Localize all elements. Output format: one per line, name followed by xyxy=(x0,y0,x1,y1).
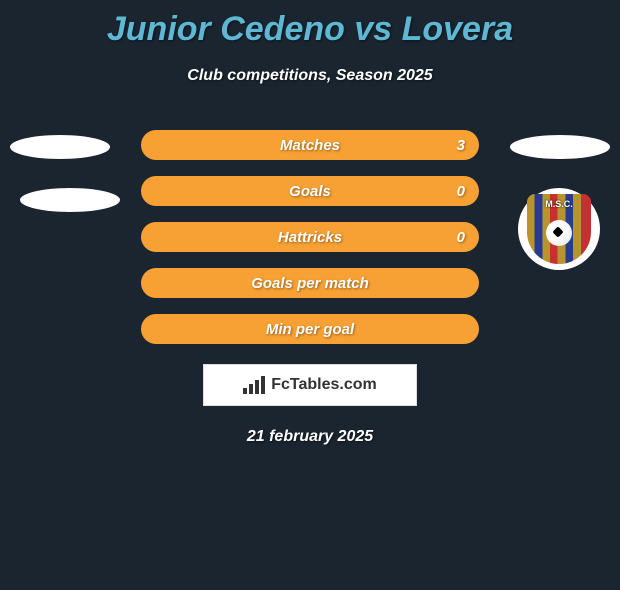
stat-row: Goals 0 xyxy=(141,176,479,206)
page-title: Junior Cedeno vs Lovera xyxy=(0,10,620,49)
decorative-ellipse xyxy=(10,135,110,159)
stat-row: Hattricks 0 xyxy=(141,222,479,252)
stat-value: 0 xyxy=(457,229,465,246)
date-text: 21 february 2025 xyxy=(0,428,620,446)
stat-row: Min per goal xyxy=(141,314,479,344)
badge-text: M.S.C. xyxy=(545,199,573,209)
stat-label: Goals per match xyxy=(251,275,369,292)
club-badge: M.S.C. xyxy=(518,188,600,270)
bar-chart-icon xyxy=(243,376,265,394)
decorative-ellipse xyxy=(510,135,610,159)
stat-label: Hattricks xyxy=(278,229,342,246)
stat-value: 0 xyxy=(457,183,465,200)
decorative-ellipse xyxy=(20,188,120,212)
brand-text: FcTables.com xyxy=(271,376,377,394)
stat-row: Matches 3 xyxy=(141,130,479,160)
stat-row: Goals per match xyxy=(141,268,479,298)
stat-value: 3 xyxy=(457,137,465,154)
stat-label: Goals xyxy=(289,183,331,200)
brand-box: FcTables.com xyxy=(203,364,417,406)
soccer-ball-icon xyxy=(546,220,572,246)
stat-label: Min per goal xyxy=(266,321,354,338)
stat-label: Matches xyxy=(280,137,340,154)
page-subtitle: Club competitions, Season 2025 xyxy=(0,67,620,85)
